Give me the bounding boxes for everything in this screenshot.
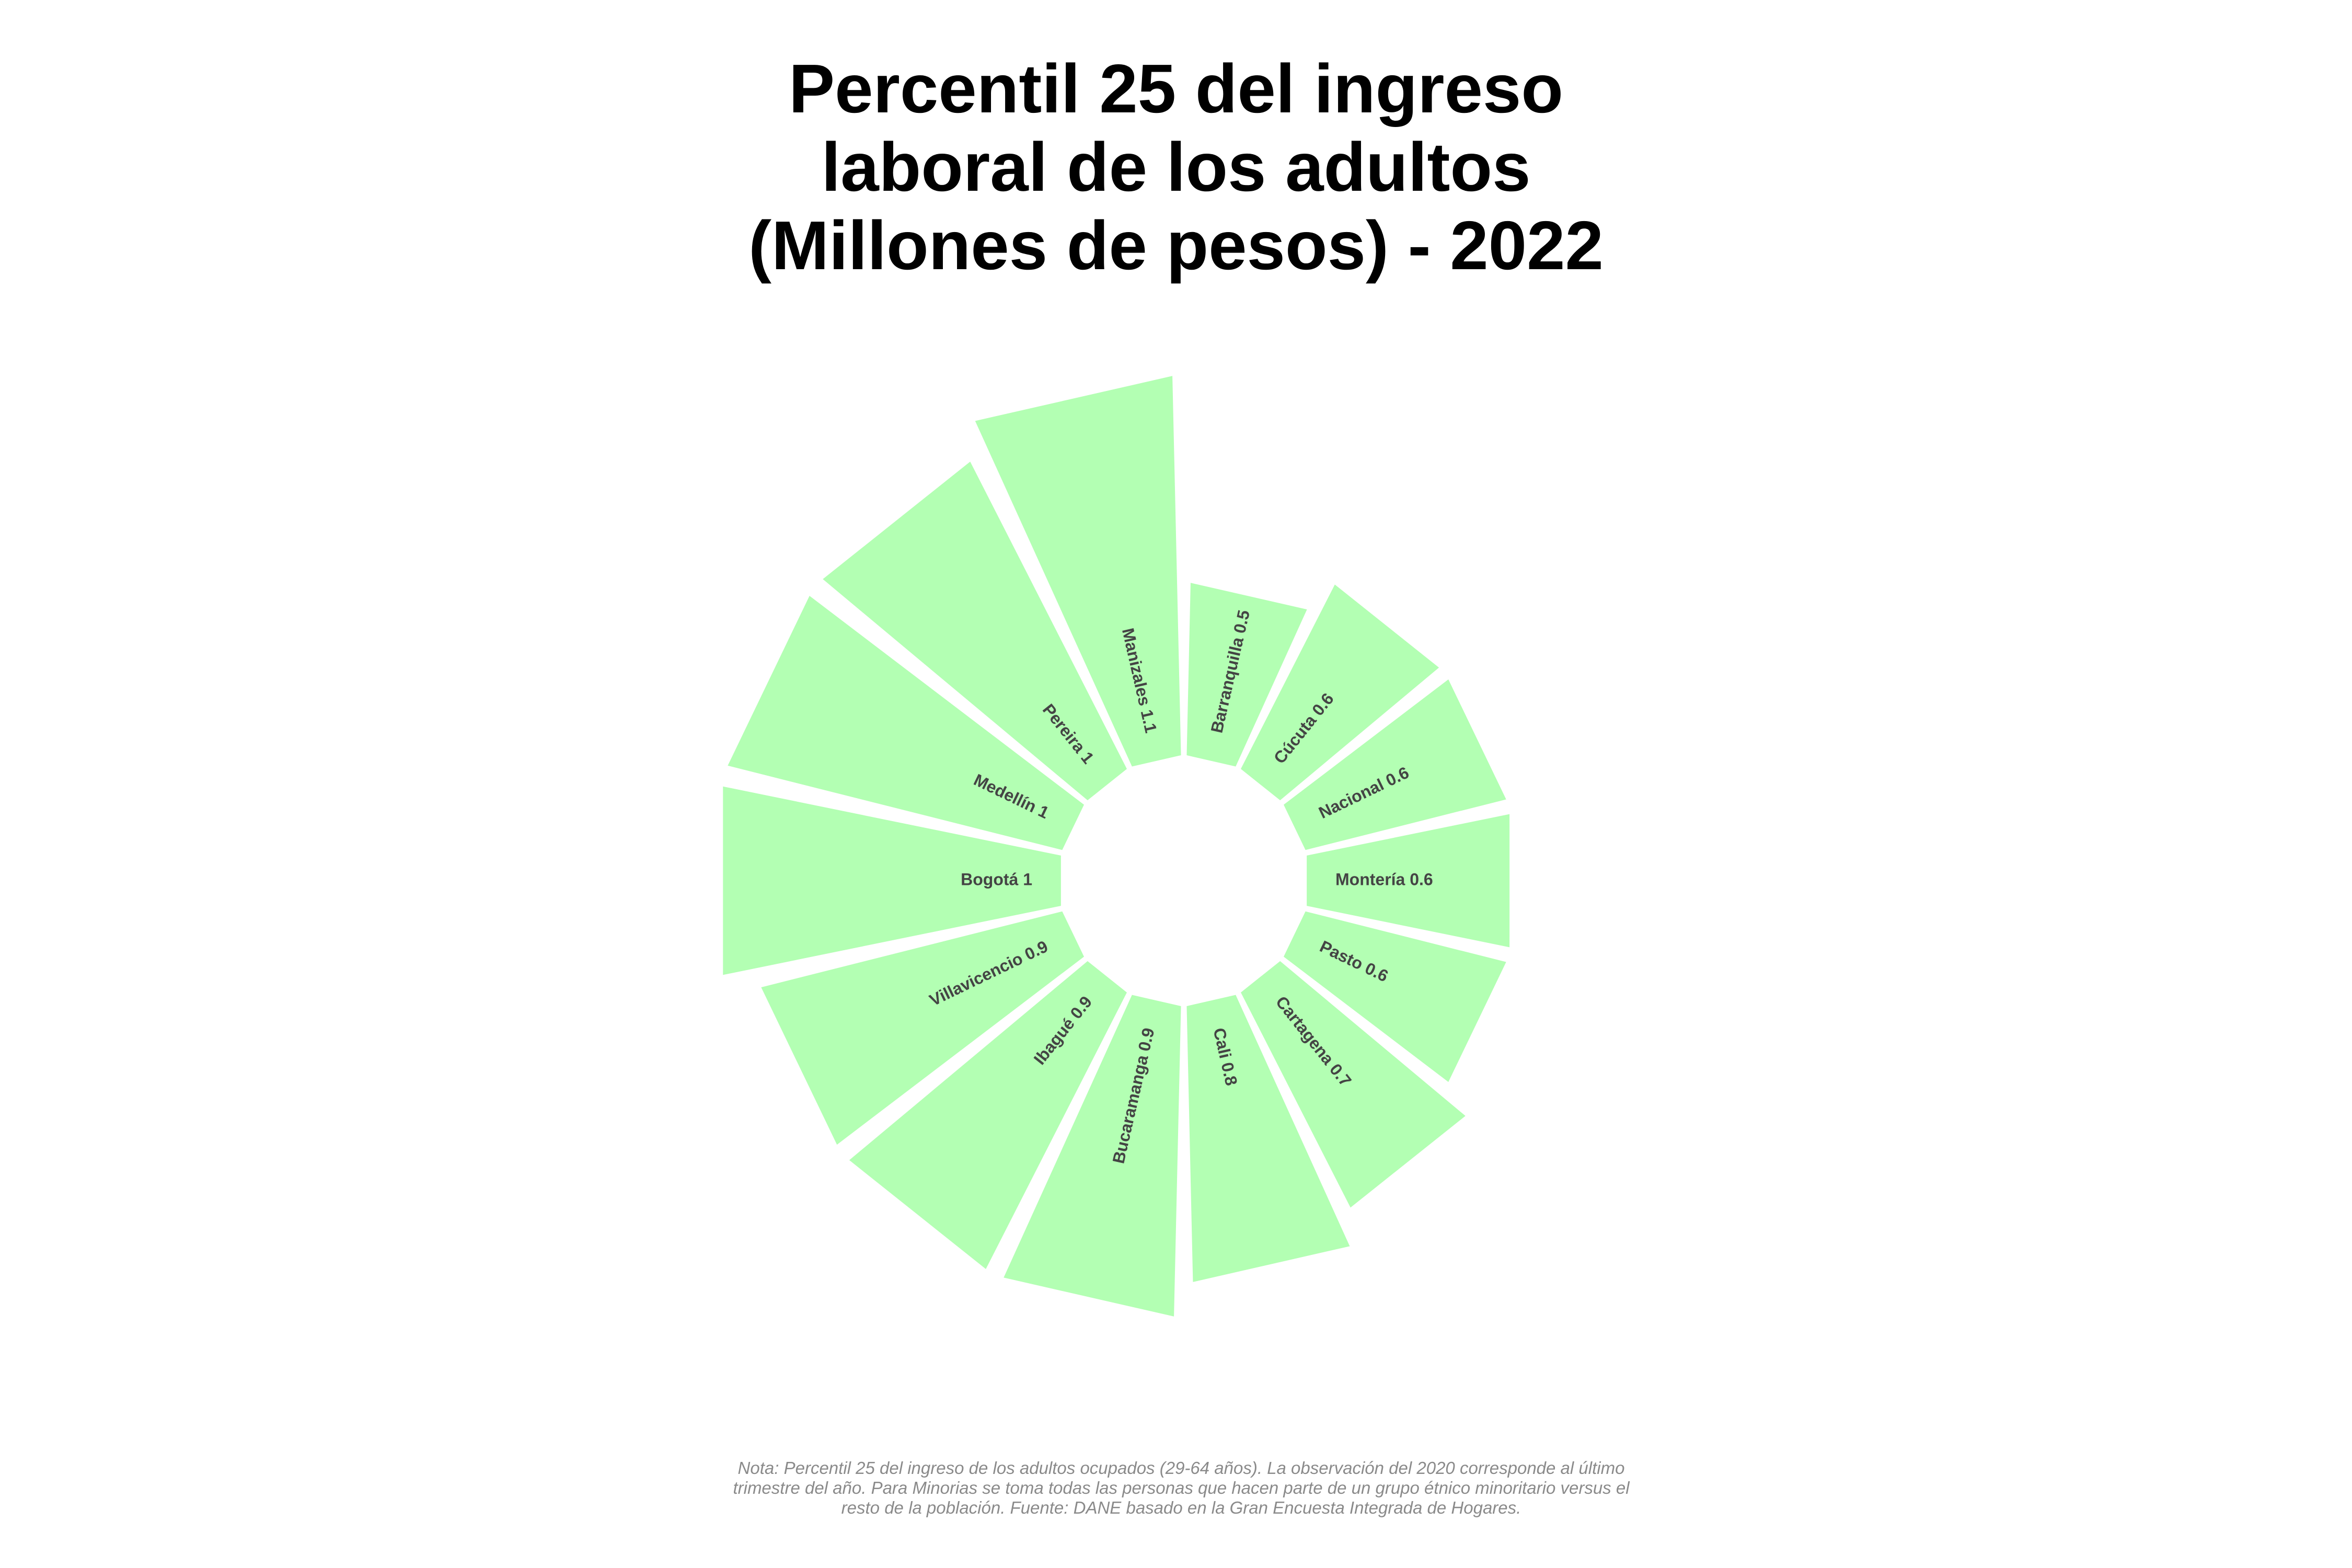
bar-ibagué (849, 961, 1127, 1270)
bar-cali (1186, 995, 1350, 1282)
bar-cartagena (1241, 961, 1466, 1208)
bar-label-montería: Montería 0.6 (1335, 870, 1433, 889)
bar-montería (1307, 814, 1510, 948)
bar-bucaramanga (1004, 995, 1181, 1317)
bar-manizales (975, 376, 1181, 767)
bar-villavicencio (761, 911, 1085, 1145)
bar-pereira (823, 462, 1127, 801)
chart-note: Nota: Percentil 25 del ingreso de los ad… (733, 1458, 1630, 1517)
bar-bogotá (723, 786, 1061, 975)
bar-cúcuta (1241, 584, 1439, 801)
bar-label-bogotá: Bogotá 1 (961, 870, 1032, 889)
bar-barranquilla (1186, 583, 1307, 767)
bar-pasto (1283, 911, 1506, 1082)
chart-title-line-1: Percentil 25 del ingreso (789, 50, 1563, 127)
bar-nacional (1283, 679, 1506, 850)
chart-title: Percentil 25 del ingreso laboral de los … (0, 50, 2352, 285)
chart-title-line-3: (Millones de pesos) - 2022 (748, 207, 1604, 284)
bar-medellín (728, 595, 1085, 850)
chart-title-line-2: laboral de los adultos (821, 129, 1531, 205)
